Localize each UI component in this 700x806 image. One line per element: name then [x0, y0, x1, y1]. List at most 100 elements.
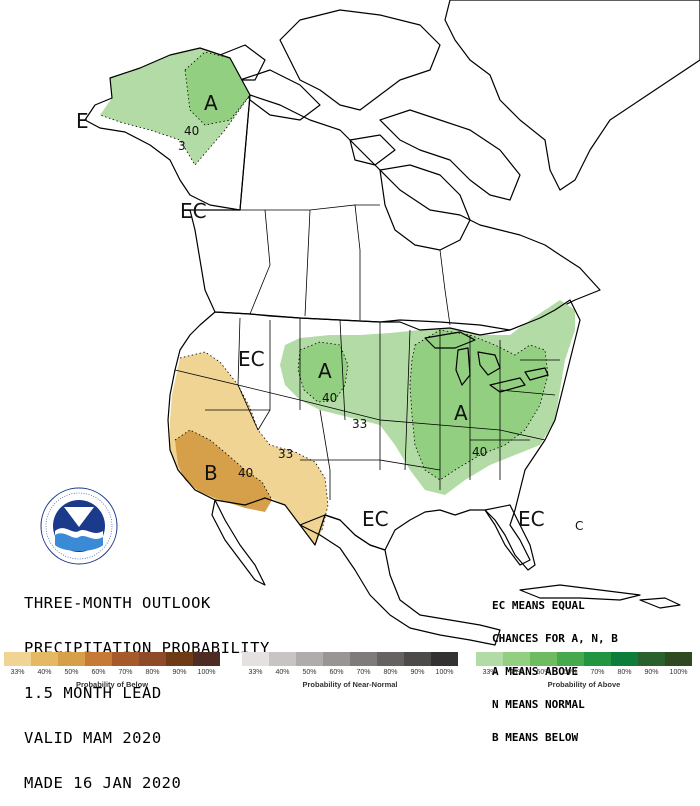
near-normal-tick: 70% — [356, 669, 371, 676]
alaska-33-label: 3 — [178, 139, 186, 153]
below-tick: 100% — [197, 669, 216, 676]
above-tick: 60% — [563, 669, 578, 676]
above-scale-ticks: 33% 40% 50% 60% 70% 80% 90% 100% — [476, 669, 692, 676]
west-ec-label: EC — [238, 347, 265, 371]
above-swatch — [638, 652, 665, 666]
great-lakes-outline — [424, 331, 549, 393]
near-normal-swatch — [242, 652, 269, 666]
southwest-40-label: 40 — [238, 466, 253, 480]
below-swatch — [4, 652, 31, 666]
below-scale-title: Probability of Below — [75, 680, 149, 689]
plains-40-label: 40 — [322, 391, 337, 405]
hudson-bay-outline — [379, 164, 471, 251]
legend-note-line-3: A MEANS ABOVE — [492, 665, 579, 678]
near-normal-tick: 80% — [383, 669, 398, 676]
legend-note-line-5: B MEANS BELOW — [492, 731, 579, 744]
below-swatch — [112, 652, 139, 666]
plains-above-label: A — [318, 359, 332, 383]
above-tick: 33% — [482, 669, 497, 676]
legend-note-line-1: EC MEANS EQUAL — [492, 599, 585, 612]
near-normal-swatch — [269, 652, 296, 666]
below-scale-ticks: 33% 40% 50% 60% 70% 80% 90% 100% — [4, 669, 220, 676]
below-tick: 90% — [172, 669, 187, 676]
above-tick: 80% — [617, 669, 632, 676]
alaska-outline — [84, 47, 251, 211]
legend-note-line-2: CHANCES FOR A, N, B — [492, 632, 618, 645]
midwest-above-label: A — [454, 401, 468, 425]
above-tick: 100% — [669, 669, 688, 676]
midwest-contour-40 — [409, 329, 549, 481]
near-normal-scale-bar — [242, 652, 458, 666]
arctic-islands-outline — [279, 9, 441, 111]
near-normal-swatch — [431, 652, 458, 666]
victoria-island-outline — [239, 69, 321, 121]
near-normal-scale-ticks: 33% 40% 50% 60% 70% 80% 90% 100% — [242, 669, 458, 676]
southwest-33-label: 33 — [278, 447, 293, 461]
greenland-outline — [444, 0, 700, 191]
canada-outline — [189, 94, 601, 331]
near-normal-tick: 90% — [410, 669, 425, 676]
southeast-ec-label: EC — [518, 507, 545, 531]
midwest-40-label: 40 — [472, 445, 487, 459]
below-tick: 70% — [118, 669, 133, 676]
bc-ec-label: EC — [180, 199, 207, 223]
above-swatch — [557, 652, 584, 666]
below-tick: 50% — [64, 669, 79, 676]
southampton-outline — [349, 134, 396, 166]
near-normal-tick: 50% — [302, 669, 317, 676]
above-tick: 40% — [509, 669, 524, 676]
plains-33-label: 33 — [352, 417, 367, 431]
near-normal-swatch — [350, 652, 377, 666]
title-line-2: PRECIPITATION PROBABILITY — [24, 639, 270, 657]
above-scale-bar — [476, 652, 692, 666]
outlook-map: A E 40 3 EC EC A 40 33 A 40 B 40 33 EC E… — [76, 0, 700, 646]
plains-above-40-area — [298, 342, 348, 402]
near-normal-swatch — [296, 652, 323, 666]
florida-outline — [484, 504, 536, 571]
above-swatch — [584, 652, 611, 666]
baffin-outline — [379, 109, 521, 201]
near-normal-swatch — [323, 652, 350, 666]
baja-outline — [211, 499, 266, 586]
alaska-40-label: 40 — [184, 124, 199, 138]
above-swatch — [476, 652, 503, 666]
below-swatch — [85, 652, 112, 666]
above-tick: 70% — [590, 669, 605, 676]
caribbean-outline — [519, 584, 681, 609]
plains-contour-40 — [297, 341, 349, 403]
southwest-below-label: B — [204, 461, 218, 485]
alaska-above-label: A — [204, 91, 218, 115]
alaska-ec-label: E — [76, 109, 89, 133]
title-line-5: MADE 16 JAN 2020 — [24, 774, 182, 792]
noaa-logo — [40, 487, 118, 565]
above-tick: 50% — [536, 669, 551, 676]
legend-note: EC MEANS EQUAL CHANCES FOR A, N, B A MEA… — [492, 578, 618, 754]
legend-note-line-4: N MEANS NORMAL — [492, 698, 585, 711]
south-ec-label: EC — [362, 507, 389, 531]
above-scale-title: Probability of Above — [547, 680, 621, 689]
above-swatch — [611, 652, 638, 666]
near-normal-tick: 40% — [275, 669, 290, 676]
near-normal-swatch — [404, 652, 431, 666]
near-normal-tick: 60% — [329, 669, 344, 676]
above-tick: 90% — [644, 669, 659, 676]
above-swatch — [665, 652, 692, 666]
southwest-contour-33 — [179, 351, 329, 531]
below-swatch — [193, 652, 220, 666]
below-swatch — [166, 652, 193, 666]
below-swatch — [31, 652, 58, 666]
below-swatch — [139, 652, 166, 666]
above-swatch — [530, 652, 557, 666]
conus-outline — [167, 299, 581, 566]
near-normal-swatch — [377, 652, 404, 666]
below-tick: 60% — [91, 669, 106, 676]
near-normal-tick: 33% — [248, 669, 263, 676]
below-tick: 40% — [37, 669, 52, 676]
above-swatch — [503, 652, 530, 666]
below-tick: 80% — [145, 669, 160, 676]
mexico-outline — [299, 514, 501, 646]
near-normal-tick: 100% — [435, 669, 454, 676]
below-swatch — [58, 652, 85, 666]
near-normal-scale-title: Probability of Near-Normal — [302, 680, 398, 689]
title-line-4: VALID MAM 2020 — [24, 729, 162, 747]
